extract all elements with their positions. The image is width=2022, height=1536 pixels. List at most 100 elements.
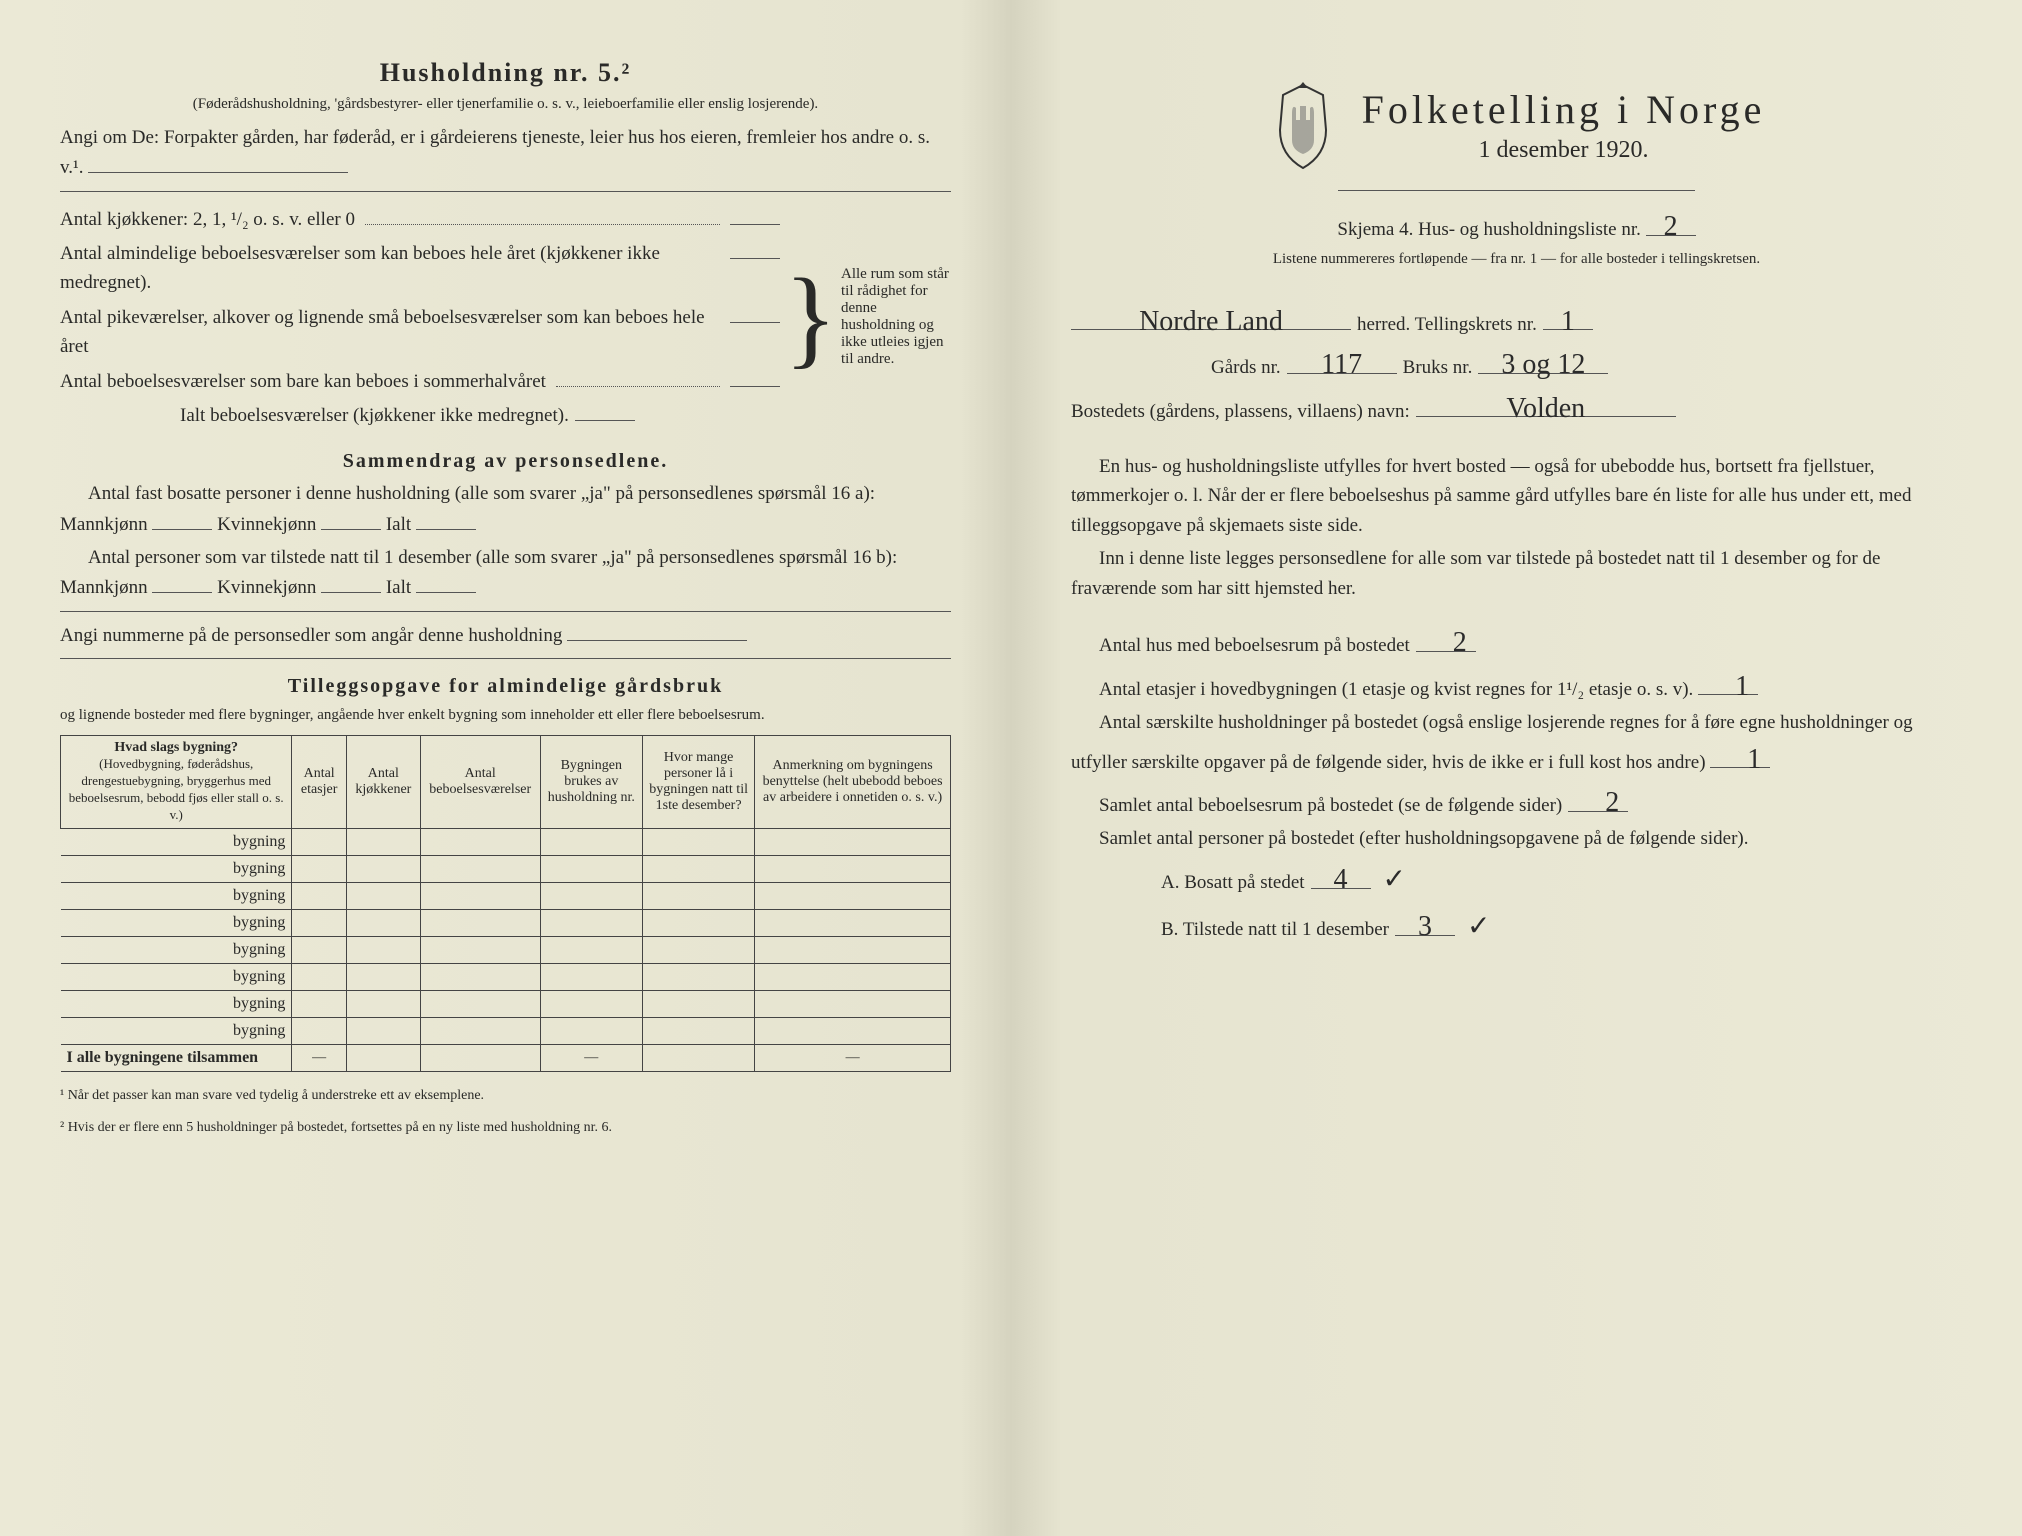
title-date: 1 desember 1920. [1362, 137, 1766, 164]
gards-lbl: Gårds nr. [1211, 353, 1281, 382]
krets-val: 1 [1543, 300, 1593, 331]
th4: Antal beboelsesværelser [420, 736, 540, 829]
left-sub: (Føderådshusholdning, 'gårdsbestyrer- el… [60, 96, 951, 113]
title-rule [1338, 190, 1694, 191]
brace-note: Alle rum som står til rådighet for denne… [841, 266, 951, 368]
q4-row: Samlet antal beboelsesrum på bostedet (s… [1071, 781, 1962, 820]
table-row: bygning [61, 1018, 951, 1045]
k4-row: Antal beboelsesværelser som bare kan beb… [60, 366, 780, 396]
angi-num-row: Angi nummerne på de personsedler som ang… [60, 620, 951, 650]
k1: Antal kjøkkener: 2, 1, ¹/₂ o. s. v. elle… [60, 205, 355, 234]
r1-lbl: bygning [61, 829, 292, 856]
s1a-kv-lbl: Kvinnekjønn [217, 514, 316, 535]
k2: Antal almindelige beboelsesværelser som … [60, 239, 710, 298]
rooms-left-col: Antal kjøkkener: 2, 1, ¹/₂ o. s. v. elle… [60, 200, 780, 435]
q3-val: 1 [1710, 738, 1770, 769]
rule-1 [60, 191, 951, 192]
k4-blank [730, 366, 780, 387]
qA-lbl: A. Bosatt på stedet [1161, 868, 1305, 897]
form-block: Nordre Land herred. Tellingskrets nr. 1 … [1071, 300, 1962, 426]
q4-val: 2 [1568, 781, 1628, 812]
qA-check: ✓ [1377, 858, 1412, 901]
qB-row: B. Tilstede natt til 1 desember 3 ✓ [1071, 905, 1962, 948]
qA-val: 4 [1311, 858, 1371, 889]
left-page: Husholdning nr. 5.² (Føderådshusholdning… [0, 0, 1011, 1536]
s1b-ialt [416, 572, 476, 593]
r6-lbl: bygning [61, 964, 292, 991]
r4-lbl: bygning [61, 910, 292, 937]
skjema-val: 2 [1646, 205, 1696, 236]
open-book: Husholdning nr. 5.² (Føderådshusholdning… [0, 0, 2022, 1536]
s1b-m [152, 572, 212, 593]
r2-lbl: bygning [61, 856, 292, 883]
ksum: Ialt beboelsesværelser (kjøkkener ikke m… [180, 401, 569, 430]
s1a-m [152, 509, 212, 530]
footnote-1: ¹ Når det passer kan man svare ved tydel… [60, 1088, 951, 1104]
footnote-2: ² Hvis der er flere enn 5 husholdninger … [60, 1120, 951, 1136]
tillegg-heading: Tilleggsopgave for almindelige gårdsbruk [60, 675, 951, 698]
angi-num-blank [567, 620, 747, 641]
table-head: Hvad slags bygning?(Hovedbygning, føderå… [61, 736, 951, 829]
k3-row: Antal pikeværelser, alkover og lignende … [60, 302, 780, 362]
tillegg-sub: og lignende bosteder med flere bygninger… [60, 704, 951, 727]
k3: Antal pikeværelser, alkover og lignende … [60, 303, 710, 362]
th1-sub: (Hovedbygning, føderådshus, drengestueby… [69, 756, 284, 822]
table-row: bygning [61, 856, 951, 883]
building-table: Hvad slags bygning?(Hovedbygning, føderå… [60, 735, 951, 1072]
title-row: Folketelling i Norge 1 desember 1920. [1071, 80, 1962, 170]
s1a-ialt-lbl: Ialt [386, 514, 411, 535]
qB-lbl: B. Tilstede natt til 1 desember [1161, 915, 1389, 944]
sammen-heading: Sammendrag av personsedlene. [60, 450, 951, 473]
q2-lbl: Antal etasjer i hovedbygningen (1 etasje… [1099, 679, 1693, 700]
herred-val: Nordre Land [1071, 300, 1351, 331]
skjema-lbl: Skjema 4. Hus- og husholdningsliste nr. [1337, 219, 1640, 240]
sammen-1b: Antal personer som var tilstede natt til… [60, 543, 951, 603]
q3-row: Antal særskilte husholdninger på bostede… [1071, 708, 1962, 777]
herred-lbl: herred. Tellingskrets nr. [1357, 310, 1537, 339]
q3-lbl: Antal særskilte husholdninger på bostede… [1071, 712, 1913, 772]
table-body: bygning bygning bygning bygning bygning … [61, 829, 951, 1072]
left-heading: Husholdning nr. 5.² [60, 58, 951, 88]
skjema-row: Skjema 4. Hus- og husholdningsliste nr. … [1071, 205, 1962, 244]
gards-val: 117 [1287, 343, 1397, 374]
q1-val: 2 [1416, 621, 1476, 652]
listene: Listene nummereres fortløpende — fra nr.… [1071, 248, 1962, 271]
ksum-row: Ialt beboelsesværelser (kjøkkener ikke m… [60, 400, 780, 430]
s1a-ialt [416, 509, 476, 530]
table-foot-row: I alle bygningene tilsammen——— [61, 1045, 951, 1072]
s1b-kv-lbl: Kvinnekjønn [217, 577, 316, 598]
k2-row: Antal almindelige beboelsesværelser som … [60, 238, 780, 298]
r8-lbl: bygning [61, 1018, 292, 1045]
th7: Anmerkning om bygningens benyttelse (hel… [755, 736, 951, 829]
angi-blank [88, 152, 348, 173]
th3: Antal kjøkkener [346, 736, 420, 829]
angi-line: Angi om De: Forpakter gården, har føderå… [60, 123, 951, 183]
bosted-row: Bostedets (gårdens, plassens, villaens) … [1071, 387, 1962, 426]
th5: Bygningen brukes av husholdning nr. [540, 736, 642, 829]
k1-row: Antal kjøkkener: 2, 1, ¹/₂ o. s. v. elle… [60, 204, 780, 234]
q1-lbl: Antal hus med beboelsesrum på bostedet [1071, 631, 1410, 660]
foot-lbl: I alle bygningene tilsammen [61, 1045, 292, 1072]
table-row: bygning [61, 964, 951, 991]
ksum-blank [575, 400, 635, 421]
r7-lbl: bygning [61, 991, 292, 1018]
bruks-val: 3 og 12 [1478, 343, 1608, 374]
r3-lbl: bygning [61, 883, 292, 910]
table-row: bygning [61, 883, 951, 910]
gards-row: Gårds nr. 117 Bruks nr. 3 og 12 [1071, 343, 1962, 382]
table-row: bygning [61, 829, 951, 856]
sammen-1a: Antal fast bosatte personer i denne hush… [60, 479, 951, 539]
bosted-lbl: Bostedets (gårdens, plassens, villaens) … [1071, 397, 1410, 426]
q2-val: 1 [1698, 665, 1758, 696]
q1-row: Antal hus med beboelsesrum på bostedet 2 [1071, 621, 1962, 660]
table-row: bygning [61, 910, 951, 937]
qB-val: 3 [1395, 905, 1455, 936]
p1: En hus- og husholdningsliste utfylles fo… [1071, 452, 1962, 540]
angi-num-text: Angi nummerne på de personsedler som ang… [60, 625, 562, 646]
rule-3 [60, 658, 951, 659]
k3-blank [730, 302, 780, 323]
brace-icon: } [780, 273, 841, 361]
title-main: Folketelling i Norge [1362, 86, 1766, 133]
s1b-ialt-lbl: Ialt [386, 577, 411, 598]
s1a-kv [321, 509, 381, 530]
